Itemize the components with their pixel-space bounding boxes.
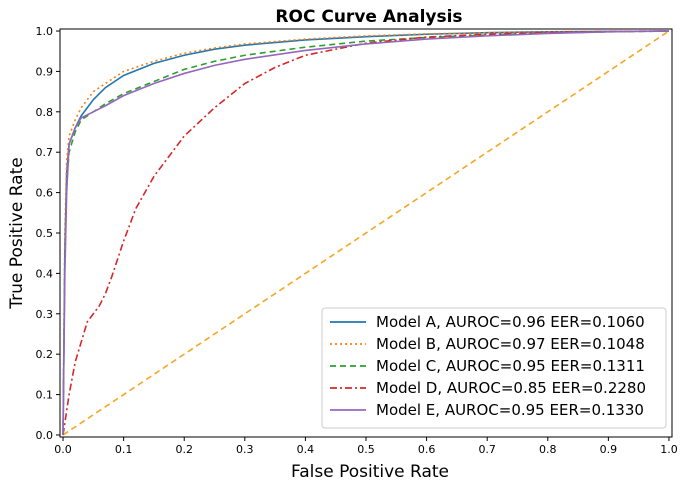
y-tick-label: 1.0 [36, 25, 54, 38]
y-tick-label: 0.5 [36, 227, 54, 240]
x-tick-label: 0.8 [539, 443, 557, 456]
plot-area [62, 30, 670, 436]
x-tick-label: 0.0 [54, 443, 72, 456]
x-tick-label: 1.0 [660, 443, 678, 456]
y-tick-label: 0.8 [36, 106, 54, 119]
legend-label: Model A, AUROC=0.96 EER=0.1060 [376, 313, 645, 331]
x-tick-label: 0.2 [175, 443, 193, 456]
y-tick-label: 0.2 [36, 348, 54, 361]
x-tick-label: 0.1 [115, 443, 133, 456]
x-tick-label: 0.4 [297, 443, 315, 456]
legend-label: Model D, AUROC=0.85 EER=0.2280 [376, 379, 646, 397]
x-axis-title: False Positive Rate [291, 462, 449, 482]
y-axis-title: True Positive Rate [7, 157, 27, 309]
y-tick-label: 0.9 [36, 65, 54, 78]
y-tick-label: 0.1 [36, 389, 54, 402]
y-tick-label: 0.3 [36, 308, 54, 321]
series-line-d [62, 30, 669, 436]
legend-box [321, 307, 667, 429]
legend-label: Model E, AUROC=0.95 EER=0.1330 [376, 401, 644, 419]
y-tick-label: 0.6 [36, 187, 54, 200]
series-line-b [62, 30, 669, 435]
x-tick-label: 0.6 [418, 443, 436, 456]
x-axis: 0.0 0.1 0.2 0.3 0.4 0.5 0.6 0.7 0.8 0.9 1.0 [54, 437, 678, 456]
chart-title: ROC Curve Analysis [275, 7, 462, 27]
legend: Model A, AUROC=0.96 EER=0.1060 Model B, A… [321, 307, 667, 429]
legend-label: Model B, AUROC=0.97 EER=0.1048 [376, 335, 645, 353]
x-tick-label: 0.9 [600, 443, 618, 456]
y-axis: 0.0 0.1 0.2 0.3 0.4 0.5 0.6 0.7 0.8 0.9 1.0 [36, 25, 60, 442]
diagonal-reference-line [62, 30, 670, 436]
x-tick-label: 0.3 [236, 443, 254, 456]
x-tick-label: 0.7 [478, 443, 496, 456]
y-tick-label: 0.7 [36, 146, 54, 159]
y-tick-label: 0.4 [36, 267, 54, 280]
series-line-e [62, 30, 669, 435]
legend-label: Model C, AUROC=0.95 EER=0.1311 [376, 357, 645, 375]
y-tick-label: 0.0 [36, 429, 54, 442]
x-tick-label: 0.5 [357, 443, 375, 456]
